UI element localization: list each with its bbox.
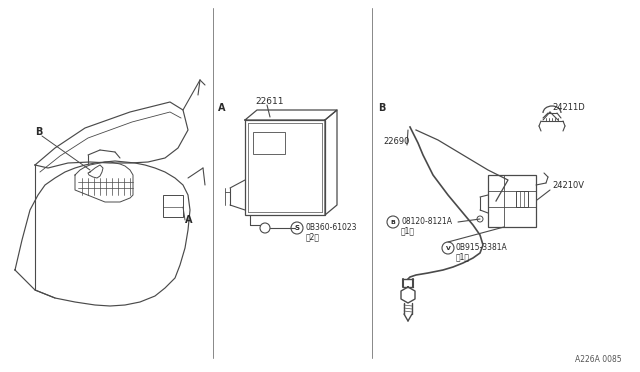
Text: 22690: 22690 xyxy=(383,138,410,147)
Text: B: B xyxy=(35,127,42,137)
Text: 24211D: 24211D xyxy=(552,103,585,112)
Text: （2）: （2） xyxy=(306,232,320,241)
Text: 22611: 22611 xyxy=(255,97,284,106)
Text: B: B xyxy=(378,103,385,113)
Text: 24210V: 24210V xyxy=(552,180,584,189)
Text: （1）: （1） xyxy=(401,227,415,235)
Text: 0B915-3381A: 0B915-3381A xyxy=(456,244,508,253)
Polygon shape xyxy=(75,162,133,202)
Text: A: A xyxy=(185,215,193,225)
Text: A226A 0085: A226A 0085 xyxy=(575,356,621,365)
Text: B: B xyxy=(390,219,396,224)
Text: 0B360-61023: 0B360-61023 xyxy=(306,224,358,232)
Bar xyxy=(253,132,285,154)
Text: （1）: （1） xyxy=(456,253,470,262)
Bar xyxy=(163,195,183,217)
Bar xyxy=(516,191,528,207)
Text: V: V xyxy=(445,246,451,250)
Text: A: A xyxy=(218,103,225,113)
Bar xyxy=(488,175,536,227)
Bar xyxy=(245,120,325,215)
Text: S: S xyxy=(294,225,300,231)
Text: 08120-8121A: 08120-8121A xyxy=(401,218,452,227)
